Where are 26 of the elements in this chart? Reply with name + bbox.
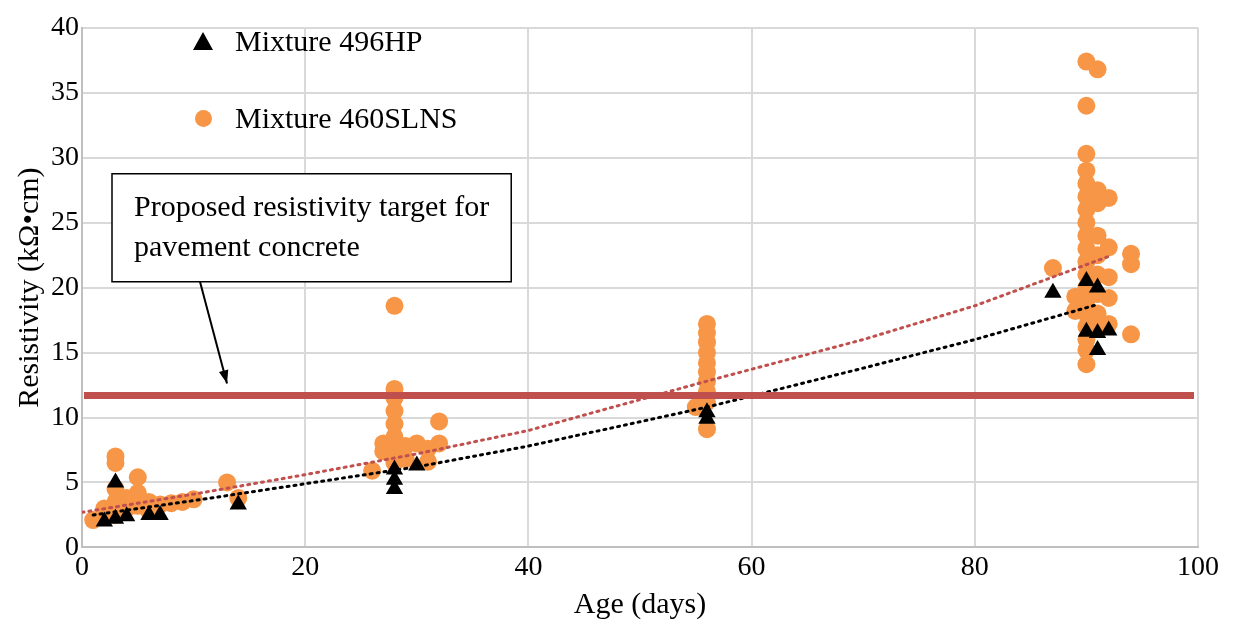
x-tick-label: 60: [737, 549, 766, 581]
y-tick-label: 10: [51, 399, 79, 431]
x-axis-title: Age (days): [573, 585, 707, 620]
point: [1077, 271, 1096, 287]
ref-line-label: Proposed resistivity target for pavement concrete: [134, 188, 490, 262]
legend-label: Mixture 496HP: [235, 23, 423, 59]
x-tick-label: 80: [960, 549, 989, 581]
point: [106, 472, 125, 488]
point: [1088, 339, 1107, 355]
y-tick-label: 30: [51, 140, 79, 172]
point: [229, 494, 247, 510]
y-tick-label: 25: [51, 205, 79, 237]
y-tick-label: 15: [51, 334, 79, 366]
x-tick-label: 100: [1177, 549, 1219, 581]
point: [1088, 323, 1107, 339]
legend-label: Mixture 460SLNS: [235, 100, 458, 136]
x-tick-label: 20: [291, 549, 320, 581]
y-tick-label: 20: [51, 269, 79, 301]
x-tick-label: 40: [514, 549, 543, 581]
y-tick-label: 40: [51, 10, 79, 42]
point: [1100, 320, 1118, 336]
point: [1044, 282, 1062, 298]
y-axis-title: Resistivity (kΩ•cm): [10, 167, 45, 408]
y-tick-label: 5: [65, 464, 79, 496]
y-tick-label: 35: [51, 75, 79, 107]
point: [1088, 277, 1107, 293]
